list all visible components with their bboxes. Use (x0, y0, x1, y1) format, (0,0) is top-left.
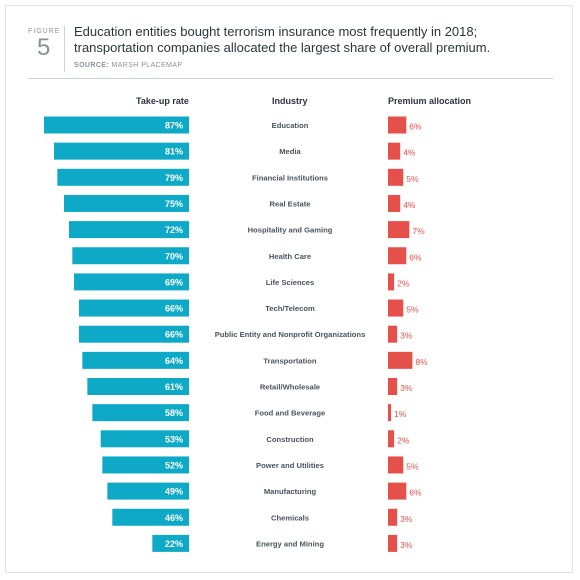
premium-value-label: 2% (397, 435, 410, 445)
premium-bar (388, 168, 404, 186)
industry-label: Tech/Telecom (265, 304, 315, 313)
takeup-value-label: 49% (165, 487, 183, 497)
takeup-value-label: 53% (165, 434, 183, 444)
premium-bar (388, 508, 398, 526)
takeup-value-label: 79% (165, 173, 183, 183)
premium-value-label: 3% (400, 540, 413, 550)
premium-value-label: 3% (400, 331, 413, 341)
takeup-value-label: 69% (165, 277, 183, 287)
industry-label: Transportation (263, 356, 317, 365)
industry-label: Health Care (269, 252, 311, 261)
premium-value-label: 6% (409, 488, 422, 498)
figure-frame (5, 5, 573, 573)
premium-bar (388, 351, 413, 369)
takeup-bar (79, 299, 189, 317)
premium-bar (388, 378, 398, 395)
premium-value-label: 2% (397, 278, 410, 288)
premium-value-label: 7% (412, 226, 425, 236)
takeup-bar (54, 142, 189, 160)
takeup-value-label: 72% (165, 225, 183, 235)
premium-value-label: 6% (409, 122, 422, 132)
premium-bar (388, 534, 398, 552)
premium-bar (388, 430, 395, 448)
premium-value-label: 5% (406, 461, 419, 471)
industry-label: Chemicals (271, 513, 309, 522)
premium-value-label: 4% (403, 148, 416, 158)
takeup-value-label: 64% (165, 356, 183, 366)
premium-value-label: 3% (400, 383, 413, 393)
premium-bar (388, 299, 404, 317)
takeup-value-label: 52% (165, 460, 183, 470)
takeup-bar (152, 534, 189, 552)
takeup-bar (74, 273, 189, 291)
takeup-value-label: 75% (165, 199, 183, 209)
industry-label: Retail/Wholesale (260, 383, 320, 392)
industry-label: Financial Institutions (252, 173, 328, 182)
premium-bar (388, 194, 401, 212)
takeup-bar (112, 508, 189, 526)
takeup-bar (87, 378, 189, 395)
takeup-bar (79, 325, 189, 343)
takeup-bar (102, 456, 189, 474)
industry-label: Media (279, 147, 301, 156)
figure-label: FIGURE (28, 28, 61, 35)
takeup-bar (82, 351, 189, 369)
industry-label: Manufacturing (264, 487, 317, 496)
takeup-value-label: 81% (165, 147, 183, 157)
takeup-header: Take-up rate (136, 96, 189, 106)
premium-value-label: 8% (415, 357, 428, 367)
premium-value-label: 1% (394, 409, 407, 419)
takeup-bar (57, 168, 190, 186)
takeup-bar (100, 430, 189, 448)
industry-label: Life Sciences (266, 278, 315, 287)
takeup-value-label: 66% (165, 330, 183, 340)
takeup-bar (72, 247, 189, 265)
source-label: SOURCE: (74, 62, 110, 69)
industry-label: Hospitality and Gaming (248, 226, 333, 235)
figure-divider (64, 26, 65, 72)
takeup-value-label: 70% (165, 251, 183, 261)
industry-label: Public Entity and Nonprofit Organization… (215, 330, 366, 339)
takeup-value-label: 87% (165, 121, 183, 131)
premium-bar (388, 221, 410, 239)
premium-bar (388, 456, 404, 474)
industry-label: Power and Utilities (256, 461, 324, 470)
premium-value-label: 3% (400, 514, 413, 524)
premium-header: Premium allocation (388, 96, 472, 106)
premium-bar (388, 116, 407, 134)
premium-bar (388, 325, 398, 343)
takeup-value-label: 58% (165, 408, 183, 418)
premium-bar (388, 247, 407, 265)
premium-value-label: 5% (406, 174, 419, 184)
source-text: MARSH PLACEMAP (111, 62, 183, 69)
industry-label: Food and Beverage (255, 409, 325, 418)
takeup-value-label: 46% (165, 513, 183, 523)
takeup-value-label: 61% (165, 382, 183, 392)
takeup-bar (92, 404, 189, 422)
premium-value-label: 6% (409, 252, 422, 262)
takeup-value-label: 22% (165, 539, 183, 549)
header-rule (28, 78, 553, 79)
premium-value-label: 5% (406, 305, 419, 315)
industry-label: Energy and Mining (256, 539, 324, 548)
industry-label: Education (272, 121, 309, 130)
premium-bar (388, 142, 401, 160)
premium-bar (388, 273, 395, 291)
industry-label: Construction (266, 435, 314, 444)
figure-number: 5 (37, 34, 51, 61)
premium-bar (388, 404, 392, 422)
industry-label: Real Estate (270, 199, 311, 208)
chart-source: SOURCE: MARSH PLACEMAP (74, 62, 182, 69)
takeup-value-label: 66% (165, 304, 183, 314)
takeup-bar (107, 482, 189, 500)
industry-header: Industry (272, 96, 308, 106)
takeup-bar (64, 194, 189, 212)
premium-bar (388, 482, 407, 500)
chart-title: Education entities bought terrorism insu… (74, 24, 491, 55)
premium-value-label: 4% (403, 200, 416, 210)
takeup-bar (44, 116, 189, 134)
takeup-bar (69, 221, 189, 239)
